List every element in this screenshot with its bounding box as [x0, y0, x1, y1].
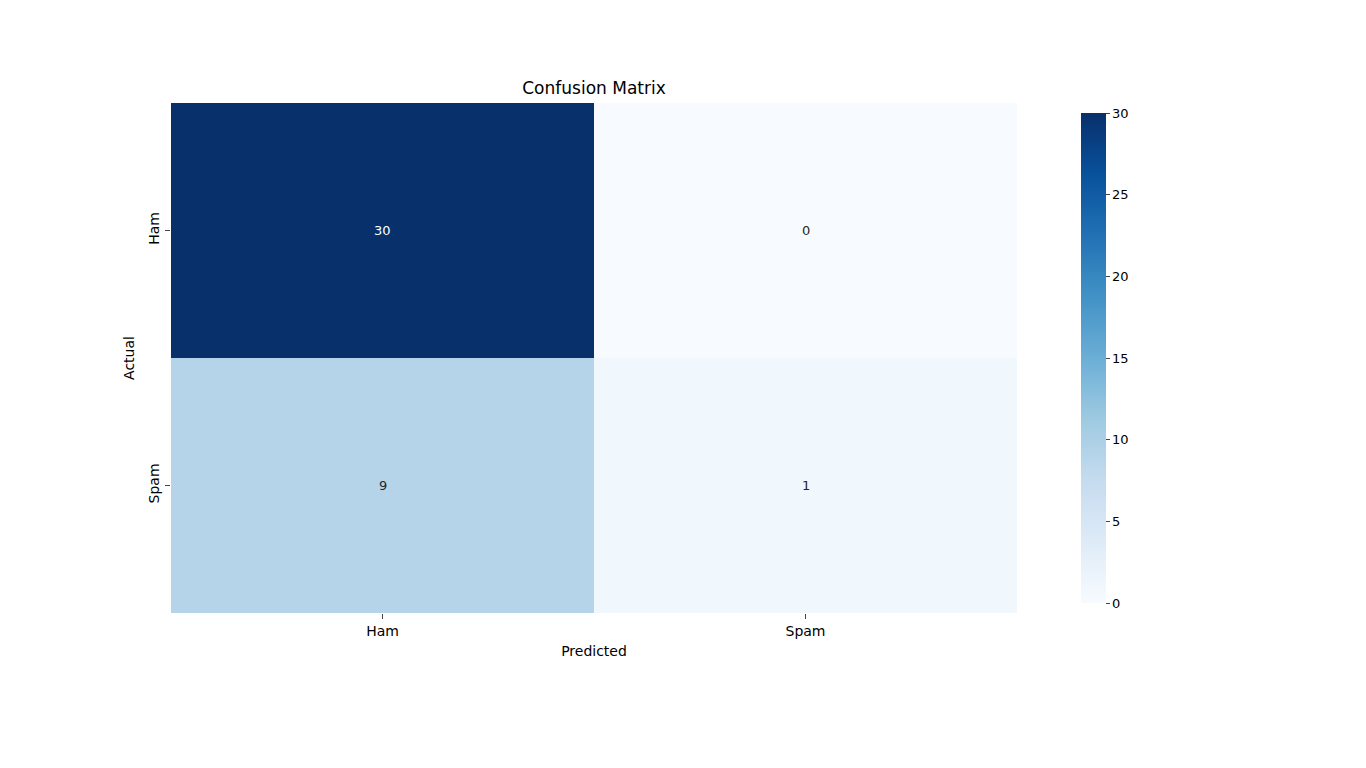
svg-text:Ham: Ham [366, 623, 399, 639]
svg-text:Spam: Spam [146, 463, 162, 503]
svg-text:Ham: Ham [146, 212, 162, 245]
svg-text:5: 5 [1112, 514, 1120, 529]
svg-text:20: 20 [1112, 269, 1129, 284]
svg-text:Spam: Spam [786, 623, 826, 639]
svg-text:30: 30 [374, 223, 391, 238]
svg-text:10: 10 [1112, 432, 1129, 447]
svg-text:Actual: Actual [121, 336, 137, 380]
svg-text:30: 30 [1112, 106, 1129, 121]
svg-text:Confusion Matrix: Confusion Matrix [522, 78, 666, 98]
svg-text:Predicted: Predicted [561, 643, 627, 659]
svg-text:15: 15 [1112, 351, 1129, 366]
svg-text:0: 0 [802, 223, 810, 238]
svg-text:25: 25 [1112, 187, 1129, 202]
svg-text:9: 9 [379, 478, 387, 493]
svg-text:0: 0 [1112, 596, 1120, 611]
svg-text:1: 1 [802, 478, 810, 493]
